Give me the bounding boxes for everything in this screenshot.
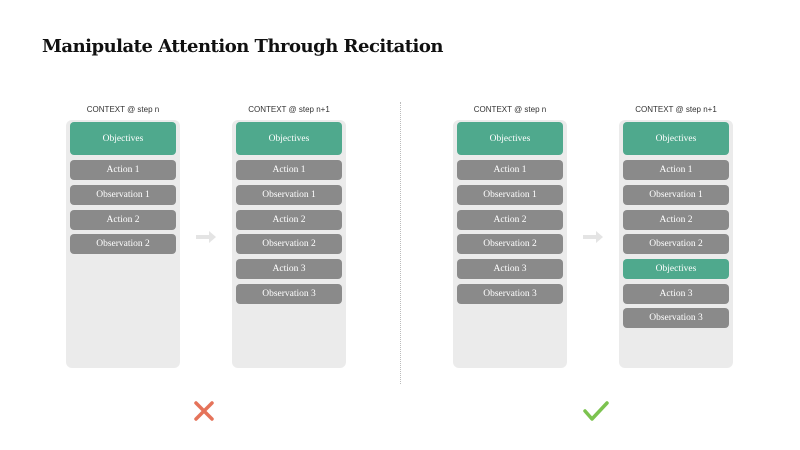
context-block: Action 2 (70, 209, 176, 230)
objectives-block: Objectives (623, 258, 729, 279)
context-panel: Objectives Action 1 Observation 1 Action 2 O… (232, 120, 346, 368)
context-label: CONTEXT @ step n+1 (635, 105, 717, 114)
context-panel: Objectives Action 1 Observation 1 Action 2 O… (66, 120, 180, 368)
context-block: Action 1 (70, 160, 176, 181)
context-panel: Objectives Action 1 Observation 1 Action 2 O… (619, 120, 733, 368)
divider (400, 102, 401, 384)
context-block: Observation 2 (457, 234, 563, 255)
context-block: Action 3 (623, 283, 729, 304)
context-block: Action 2 (623, 209, 729, 230)
context-block: Observation 3 (623, 308, 729, 329)
context-block: Action 3 (236, 258, 342, 279)
context-block: Action 1 (236, 160, 342, 181)
cross-icon (194, 401, 214, 421)
context-block: Action 1 (457, 160, 563, 181)
context-block: Observation 1 (623, 184, 729, 205)
context-block: Observation 2 (70, 234, 176, 255)
context-block: Action 3 (457, 258, 563, 279)
arrow-right-icon (196, 231, 216, 243)
check-icon (583, 401, 609, 421)
context-block: Observation 1 (70, 184, 176, 205)
context-label: CONTEXT @ step n (86, 105, 160, 114)
page-title: Manipulate Attention Through Recitation (42, 36, 443, 57)
context-block: Action 1 (623, 160, 729, 181)
objectives-block: Objectives (236, 122, 342, 155)
context-block: Observation 1 (236, 184, 342, 205)
context-block: Observation 2 (236, 234, 342, 255)
context-block: Action 2 (236, 209, 342, 230)
context-label: CONTEXT @ step n+1 (248, 105, 330, 114)
context-block: Observation 1 (457, 184, 563, 205)
context-panel: Objectives Action 1 Observation 1 Action 2 O… (453, 120, 567, 368)
objectives-block: Objectives (623, 122, 729, 155)
objectives-block: Objectives (70, 122, 176, 155)
context-block: Observation 2 (623, 234, 729, 255)
context-block: Observation 3 (236, 283, 342, 304)
context-block: Observation 3 (457, 283, 563, 304)
context-block: Action 2 (457, 209, 563, 230)
arrow-right-icon (583, 231, 603, 243)
context-label: CONTEXT @ step n (473, 105, 547, 114)
objectives-block: Objectives (457, 122, 563, 155)
